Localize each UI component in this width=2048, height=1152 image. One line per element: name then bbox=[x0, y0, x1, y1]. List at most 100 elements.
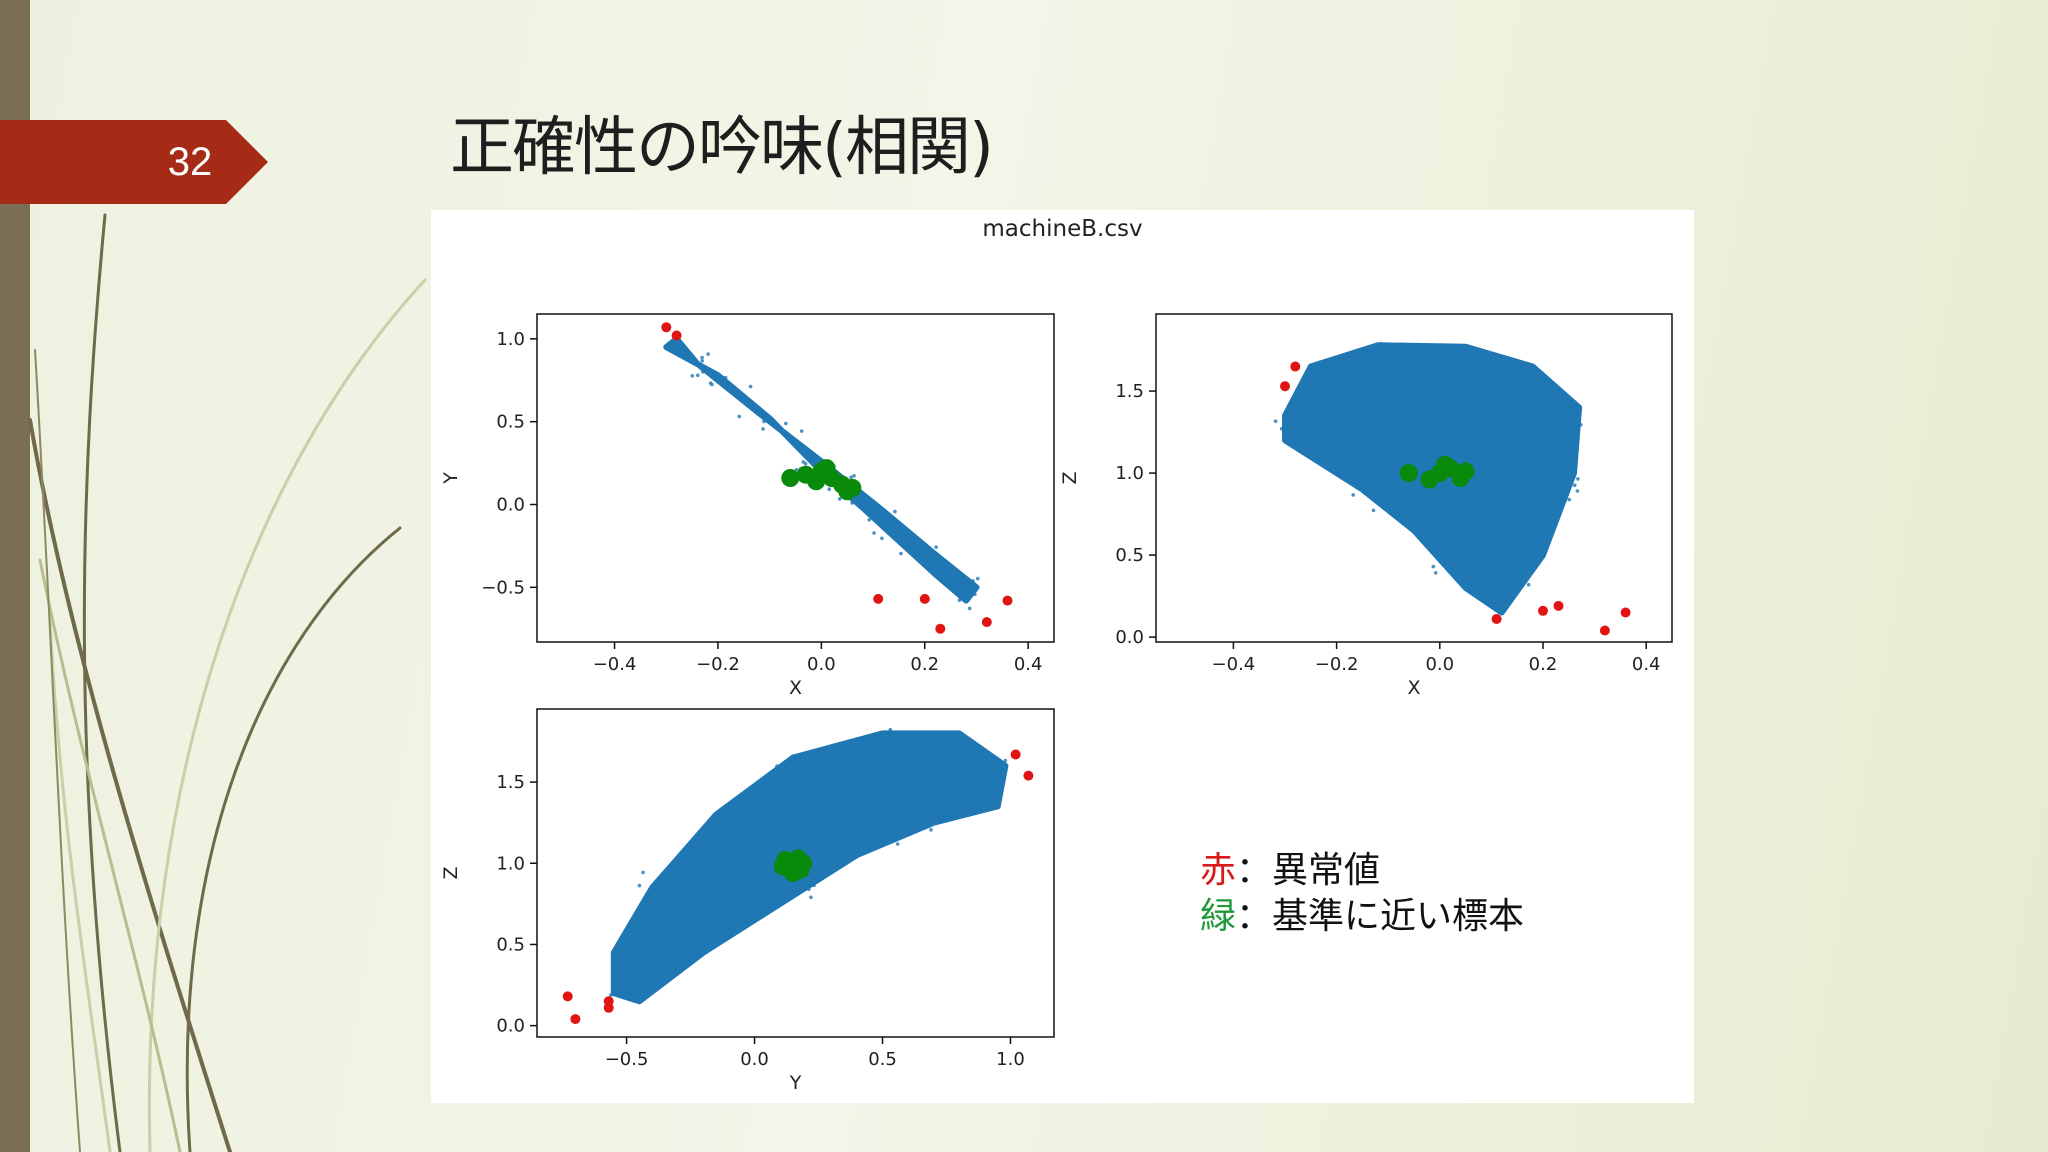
data-point-normal bbox=[733, 917, 738, 922]
data-point-normal bbox=[904, 531, 908, 536]
data-point-normal bbox=[1403, 405, 1408, 409]
x-axis-label: X bbox=[1407, 677, 1420, 699]
data-point-normal bbox=[653, 880, 658, 884]
data-point-normal bbox=[1389, 445, 1394, 450]
data-point-normal bbox=[809, 895, 813, 900]
y-tick-label: 1.0 bbox=[496, 329, 525, 350]
data-point-anomaly bbox=[562, 991, 573, 1002]
data-point-normal bbox=[1407, 457, 1412, 462]
data-point-baseline bbox=[794, 854, 813, 873]
plot-frame bbox=[1155, 313, 1673, 643]
data-point-normal bbox=[737, 414, 742, 419]
data-point-anomaly bbox=[1290, 361, 1301, 372]
data-point-normal bbox=[894, 528, 898, 532]
data-point-normal bbox=[821, 766, 826, 770]
data-point-normal bbox=[899, 551, 903, 556]
data-point-normal bbox=[723, 927, 728, 931]
data-point-normal bbox=[749, 402, 753, 407]
data-point-normal bbox=[1526, 582, 1531, 587]
data-point-normal bbox=[678, 938, 682, 943]
x-tick-label: −0.4 bbox=[593, 654, 637, 675]
data-point-normal bbox=[1431, 564, 1436, 569]
data-point-normal bbox=[671, 879, 675, 884]
data-point-normal bbox=[1338, 400, 1342, 404]
data-point-normal bbox=[1479, 382, 1483, 387]
data-point-normal bbox=[1382, 382, 1386, 386]
data-point-normal bbox=[908, 530, 912, 534]
data-point-normal bbox=[1309, 380, 1313, 384]
y-tick-label: 0.5 bbox=[496, 934, 525, 955]
data-point-normal bbox=[702, 941, 707, 946]
data-point-normal bbox=[898, 770, 902, 774]
data-point-normal bbox=[922, 819, 926, 824]
data-point-normal bbox=[1419, 382, 1423, 386]
data-point-normal bbox=[748, 384, 753, 389]
data-point-anomaly bbox=[661, 322, 672, 333]
slide-number-tab bbox=[0, 120, 268, 204]
data-point-normal bbox=[876, 513, 881, 518]
data-point-normal bbox=[888, 727, 893, 732]
data-point-normal bbox=[1567, 497, 1571, 502]
data-point-normal bbox=[784, 421, 788, 426]
data-point-normal bbox=[1314, 454, 1318, 459]
data-point-baseline bbox=[1456, 462, 1475, 481]
data-point-normal bbox=[679, 894, 684, 899]
data-point-normal bbox=[983, 785, 988, 789]
data-point-normal bbox=[780, 901, 785, 906]
data-point-normal bbox=[973, 592, 977, 596]
data-point-normal bbox=[883, 525, 887, 530]
data-point-normal bbox=[674, 954, 679, 958]
data-point-normal bbox=[976, 576, 980, 581]
data-point-anomaly bbox=[873, 593, 884, 604]
data-point-baseline bbox=[1420, 470, 1439, 489]
data-point-normal bbox=[807, 887, 811, 892]
data-point-normal bbox=[1424, 543, 1429, 548]
data-point-normal bbox=[852, 800, 857, 804]
data-point-normal bbox=[613, 951, 618, 955]
figure-title: machineB.csv bbox=[982, 216, 1143, 242]
data-point-normal bbox=[840, 791, 845, 796]
x-tick-label: 0.5 bbox=[868, 1049, 897, 1070]
data-point-normal bbox=[803, 777, 808, 782]
data-point-normal bbox=[1419, 410, 1424, 414]
data-point-normal bbox=[1483, 580, 1488, 584]
data-point-normal bbox=[878, 839, 882, 843]
data-point-normal bbox=[1379, 341, 1383, 346]
data-point-anomaly bbox=[935, 623, 946, 634]
data-point-normal bbox=[1359, 451, 1364, 455]
scatter-plot-y-z: −0.5 0.0 0.5 1.0 0.0 0.5 1.0 1.5 Y Z bbox=[440, 708, 1055, 1094]
data-point-baseline bbox=[838, 482, 857, 501]
data-point-normal bbox=[910, 544, 914, 548]
data-point-anomaly bbox=[1538, 605, 1548, 616]
data-point-normal bbox=[700, 355, 704, 360]
data-point-normal bbox=[685, 357, 689, 361]
data-point-normal bbox=[756, 412, 760, 416]
data-point-normal bbox=[957, 598, 962, 602]
data-point-baseline bbox=[1436, 455, 1454, 474]
data-point-normal bbox=[1553, 431, 1558, 435]
data-point-normal bbox=[1279, 427, 1284, 431]
data-point-normal bbox=[1576, 477, 1580, 481]
x-tick-label: 1.0 bbox=[996, 1049, 1025, 1070]
data-point-normal bbox=[906, 536, 911, 541]
y-tick-label: 1.5 bbox=[1115, 381, 1144, 402]
slide-title: 正確性の吟味(相関) bbox=[450, 111, 994, 185]
data-point-normal bbox=[812, 883, 816, 888]
data-point-normal bbox=[698, 887, 702, 891]
y-tick-label: 1.0 bbox=[496, 853, 525, 874]
data-point-normal bbox=[1298, 446, 1303, 451]
data-point-baseline bbox=[1399, 464, 1418, 483]
data-point-normal bbox=[1297, 428, 1302, 432]
data-point-normal bbox=[840, 760, 845, 765]
y-tick-label: −0.5 bbox=[481, 577, 525, 598]
data-point-normal bbox=[1576, 434, 1580, 438]
data-point-normal bbox=[899, 535, 903, 539]
legend-label-anomaly: 異常値 bbox=[1272, 850, 1381, 891]
scatter-plot-x-y: −0.4 −0.2 0.0 0.2 0.4 −0.5 0.0 0.5 1.0 X Y bbox=[440, 313, 1055, 699]
data-point-normal bbox=[1433, 571, 1438, 575]
data-point-normal bbox=[701, 370, 705, 374]
data-point-normal bbox=[769, 898, 774, 902]
data-point-normal bbox=[736, 389, 741, 394]
data-point-normal bbox=[677, 930, 681, 934]
data-point-normal bbox=[794, 468, 799, 472]
